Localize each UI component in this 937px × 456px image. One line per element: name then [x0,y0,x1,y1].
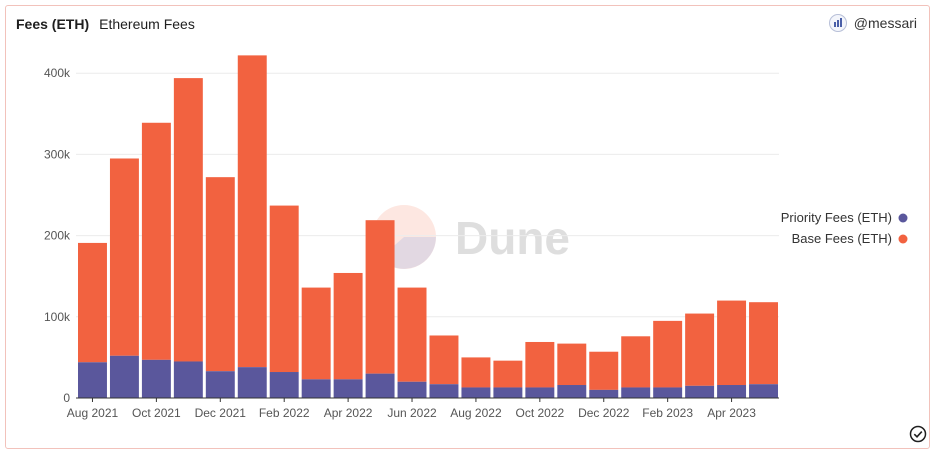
bar-base-fees [141,122,171,360]
bar-priority-fees [141,359,171,398]
brand-handle: @messari [853,15,917,31]
bar-priority-fees [173,361,203,398]
bar-base-fees [301,287,331,380]
bar-base-fees [621,336,651,388]
bar-priority-fees [269,372,299,398]
x-axis-ticks: Aug 2021 Oct 2021 Dec 2021 Feb 2022 Apr 2022… [67,398,756,420]
bar-base-fees [78,242,107,363]
bars [78,55,778,398]
y-tick-label: 300k [44,147,71,161]
bar-base-fees [717,300,747,386]
bar-priority-fees [333,379,363,398]
x-tick-label: Oct 2022 [515,406,564,420]
bar-base-fees [589,351,619,390]
bar-priority-fees [365,373,395,398]
bar-priority-fees [685,385,715,398]
legend: Priority Fees (ETH) Base Fees (ETH) [781,210,908,246]
x-tick-label: Feb 2022 [259,406,310,420]
bar-priority-fees [525,387,555,398]
legend-label: Base Fees (ETH) [792,231,892,246]
messari-logo-icon [828,14,847,32]
bar-priority-fees [461,387,491,398]
bar-base-fees [557,343,587,386]
x-tick-label: Apr 2023 [707,406,756,420]
bar-priority-fees [397,381,427,398]
bar-priority-fees [493,387,523,398]
bar-priority-fees [78,362,107,398]
bar-priority-fees [205,371,235,398]
x-tick-label: Aug 2021 [67,406,119,420]
bar-priority-fees [301,379,331,398]
bar-base-fees [397,287,427,382]
y-tick-label: 200k [44,229,71,243]
bar-base-fees [429,335,459,385]
bar-base-fees [205,177,235,372]
bar-priority-fees [749,384,778,398]
bar-base-fees [109,158,139,356]
dune-watermark: Dune [372,205,570,269]
bar-base-fees [269,205,299,373]
bar-base-fees [493,360,523,388]
y-axis-ticks: 0 100k 200k 300k 400k [44,66,71,405]
chart-subtitle: Ethereum Fees [99,16,195,32]
x-tick-label: Aug 2022 [450,406,502,420]
brand-attribution[interactable]: @messari [828,14,917,32]
check-circle-icon[interactable] [909,425,927,448]
y-tick-label: 100k [44,310,71,324]
bar-base-fees [333,272,363,380]
bar-base-fees [749,302,778,385]
chart-title: Fees (ETH) [16,16,90,32]
legend-swatch [898,213,908,223]
bar-base-fees [461,357,491,388]
bar-priority-fees [717,385,747,398]
bar-priority-fees [109,355,139,398]
watermark-text: Dune [455,212,570,264]
bar-priority-fees [589,389,619,398]
bar-base-fees [653,320,683,388]
bar-priority-fees [557,385,587,398]
x-tick-label: Feb 2023 [642,406,693,420]
bar-base-fees [365,220,395,374]
bar-base-fees [685,313,715,386]
x-tick-label: Oct 2021 [132,406,181,420]
y-tick-label: 0 [63,391,70,405]
bar-base-fees [237,55,267,368]
legend-label: Priority Fees (ETH) [781,210,892,225]
x-tick-label: Dec 2022 [578,406,630,420]
bar-base-fees [173,78,203,362]
bar-priority-fees [653,387,683,398]
bar-priority-fees [237,367,267,398]
bar-base-fees [525,341,555,388]
x-tick-label: Jun 2022 [387,406,437,420]
chart-header: Fees (ETH) Ethereum Fees [16,16,195,32]
bar-priority-fees [429,384,459,398]
legend-swatch [898,234,908,244]
x-tick-label: Dec 2021 [195,406,247,420]
y-tick-label: 400k [44,66,71,80]
bar-priority-fees [621,387,651,398]
x-tick-label: Apr 2022 [324,406,373,420]
